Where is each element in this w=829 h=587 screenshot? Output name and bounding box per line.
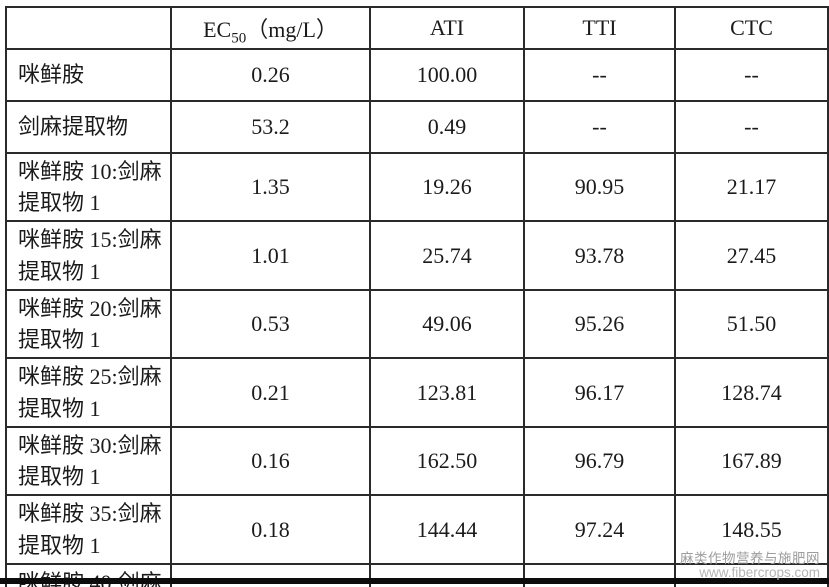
value-cell-tti: 96.17	[523, 357, 676, 428]
value-cell-ati: 0.49	[369, 100, 525, 154]
value-cell-ec50: 0.16	[170, 425, 371, 497]
value-cell-tti: 93.78	[523, 220, 676, 291]
value-cell-tti: 97.24	[523, 494, 676, 565]
header-ctc: CTC	[674, 6, 829, 50]
value-cell-ctc: --	[674, 100, 829, 154]
table-row: 咪鲜胺 20:剑麻提取物 1 0.53 49.06 95.26 51.50	[5, 288, 829, 360]
table-row: 咪鲜胺 15:剑麻提取物 1 1.01 25.74 93.78 27.45	[5, 220, 829, 291]
row-label-cell: 咪鲜胺 30:剑麻提取物 1	[5, 425, 172, 497]
value-cell-ctc: 128.74	[674, 357, 829, 428]
value-cell-ctc: 148.55	[674, 494, 829, 565]
value-cell-tti: 95.26	[523, 288, 676, 360]
value-cell-tti: --	[523, 48, 676, 102]
row-label-cell: 咪鲜胺 35:剑麻提取物 1	[5, 494, 172, 565]
header-ati: ATI	[369, 6, 525, 50]
value-cell-tti: --	[523, 100, 676, 154]
value-cell-ec50: 1.01	[170, 220, 371, 291]
header-empty-cell	[5, 6, 172, 50]
table-row: 剑麻提取物 53.2 0.49 -- --	[5, 100, 829, 154]
value-cell-ctc: 51.50	[674, 288, 829, 360]
value-cell-ati: 162.50	[369, 425, 525, 497]
value-cell-ati: 123.81	[369, 357, 525, 428]
value-cell-ati: 25.74	[369, 220, 525, 291]
value-cell-ctc: 21.17	[674, 151, 829, 223]
value-cell-ati: 100.00	[369, 48, 525, 102]
value-cell-tti: 90.95	[523, 151, 676, 223]
table-row: 咪鲜胺 25:剑麻提取物 1 0.21 123.81 96.17 128.74	[5, 357, 829, 428]
table-row: 咪鲜胺 10:剑麻提取物 1 1.35 19.26 90.95 21.17	[5, 151, 829, 223]
value-cell-ec50: 0.26	[170, 48, 371, 102]
table-row: 咪鲜胺 30:剑麻提取物 1 0.16 162.50 96.79 167.89	[5, 425, 829, 497]
value-cell-ec50: 0.53	[170, 288, 371, 360]
value-cell-ati: 49.06	[369, 288, 525, 360]
ec50-prefix: EC	[203, 17, 232, 42]
row-label-cell: 咪鲜胺	[5, 48, 172, 102]
ec50-unit: （mg/L）	[246, 17, 338, 42]
value-cell-ec50: 1.35	[170, 151, 371, 223]
results-table: EC50（mg/L） ATI TTI CTC 咪鲜胺 0.26 100.00 -- --…	[5, 6, 829, 587]
value-cell-ec50: 0.18	[170, 494, 371, 565]
ec50-subscript: 50	[231, 30, 247, 47]
header-tti: TTI	[523, 6, 676, 50]
value-cell-ctc: 167.89	[674, 425, 829, 497]
row-label-cell: 剑麻提取物	[5, 100, 172, 154]
row-label-cell: 咪鲜胺 25:剑麻提取物 1	[5, 357, 172, 428]
value-cell-ec50: 0.21	[170, 357, 371, 428]
bottom-rule-bar	[0, 578, 829, 584]
value-cell-ati: 19.26	[369, 151, 525, 223]
table-row: 咪鲜胺 0.26 100.00 -- --	[5, 48, 829, 102]
value-cell-ec50: 53.2	[170, 100, 371, 154]
value-cell-ctc: --	[674, 48, 829, 102]
value-cell-tti: 96.79	[523, 425, 676, 497]
table-row: 咪鲜胺 35:剑麻提取物 1 0.18 144.44 97.24 148.55	[5, 494, 829, 565]
value-cell-ctc: 27.45	[674, 220, 829, 291]
row-label-cell: 咪鲜胺 20:剑麻提取物 1	[5, 288, 172, 360]
table-header-row: EC50（mg/L） ATI TTI CTC	[5, 6, 829, 50]
value-cell-ati: 144.44	[369, 494, 525, 565]
row-label-cell: 咪鲜胺 15:剑麻提取物 1	[5, 220, 172, 291]
header-ec50: EC50（mg/L）	[170, 6, 371, 50]
row-label-cell: 咪鲜胺 10:剑麻提取物 1	[5, 151, 172, 223]
